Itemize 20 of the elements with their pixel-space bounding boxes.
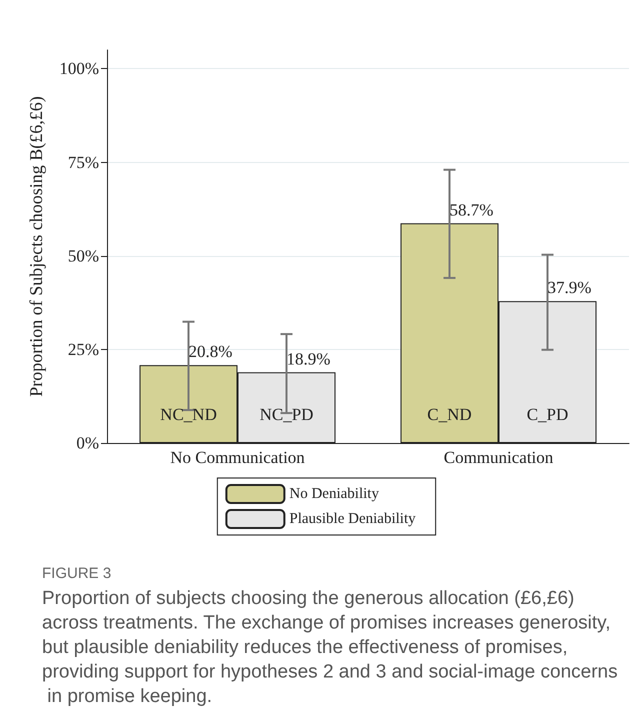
text: Proportion of subjects choosing the generous allocation (£6,£6) across treatments. The exchange of promises increases generosity, but plausible deniability reduces the effectiveness of promises, providing support for hypotheses 2 and 3 and social-image concerns in promise keeping. <box>42 588 618 707</box>
y-tick-label: 0% <box>76 434 99 452</box>
y-tick-label: 25% <box>68 340 99 359</box>
data-label: 20.8% <box>188 342 232 362</box>
y-tick-label: 75% <box>68 152 99 172</box>
y-axis-title: Proportion of Subjects choosing B(£6,£6) <box>26 96 46 397</box>
x-tick-label: No Communication <box>170 448 306 467</box>
data-label: 18.9% <box>286 349 330 368</box>
legend-label: No Deniability <box>289 486 380 502</box>
data-label: 37.9% <box>548 278 592 298</box>
annotation: C_ND <box>427 405 472 424</box>
data-label: 58.7% <box>450 200 494 220</box>
y-tick-label: 50% <box>68 246 99 266</box>
annotation: C_PD <box>526 405 568 424</box>
annotation: NC_PD <box>260 405 314 424</box>
annotation: NC_ND <box>160 405 217 424</box>
legend-label: Plausible Deniability <box>289 511 416 527</box>
caption: FIGURE 3 <box>42 565 112 582</box>
y-tick-label: 100% <box>59 59 99 78</box>
x-tick-label: Communication <box>444 448 554 467</box>
